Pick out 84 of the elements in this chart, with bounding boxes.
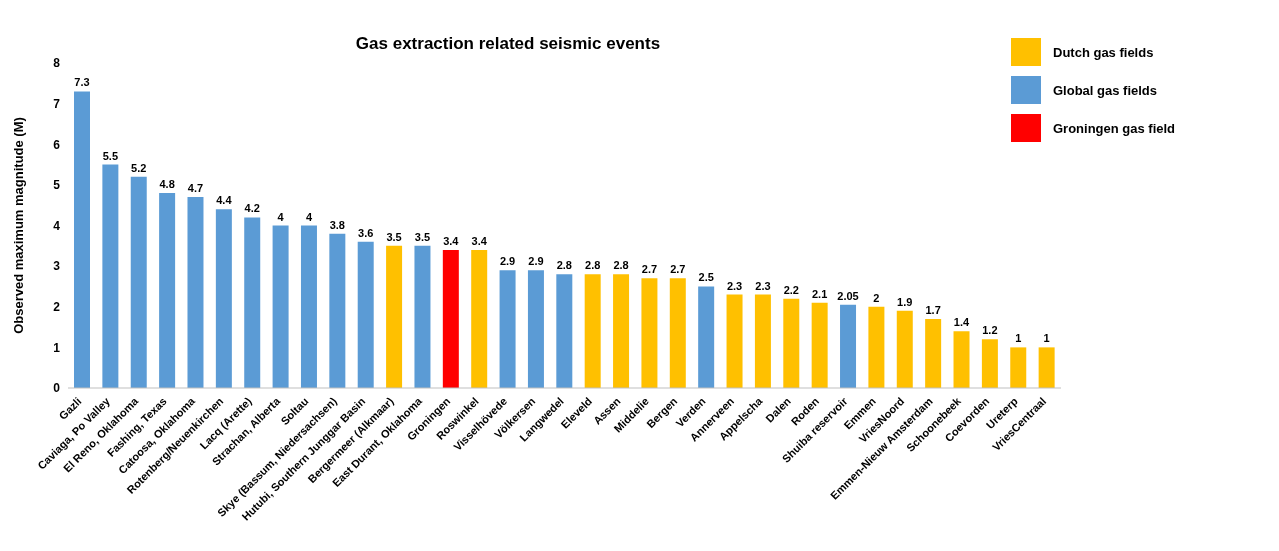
data-label: 2.05 [837,289,859,302]
data-label: 3.4 [471,234,488,247]
data-label: 4.7 [187,182,204,195]
y-tick-label: 7 [53,96,61,111]
bar [272,225,289,388]
bar [669,278,686,388]
data-label: 1.7 [925,303,941,316]
data-label: 2 [873,291,880,304]
data-label: 1.2 [982,324,998,337]
data-label: 2.7 [641,263,658,276]
bar [698,286,715,388]
bar [1038,347,1055,388]
data-label: 2.5 [698,271,714,284]
bar [754,294,771,388]
bar [499,270,516,388]
bar [130,176,147,388]
bar [386,245,403,388]
bar [981,339,998,388]
bar [244,217,261,388]
data-label: 2.9 [528,255,544,268]
data-label: 1.9 [897,295,913,308]
bar [102,164,119,388]
data-label: 2.2 [783,283,799,296]
bar [783,298,800,388]
bar [868,306,885,388]
data-label: 2.3 [755,279,771,292]
data-label: 3.5 [386,230,402,243]
bar [556,274,573,388]
legend-label: Dutch gas fields [1053,44,1154,60]
bar [584,274,601,388]
data-label: 2.8 [556,259,572,272]
data-label: 3.6 [358,226,374,239]
bar [471,249,488,388]
data-label: 4 [305,210,313,223]
data-label: 2.8 [585,259,601,272]
y-axis-title: Observed maximum magnitude (M) [10,117,26,334]
data-label: 2.7 [670,263,686,276]
bar [357,241,374,388]
bar [641,278,658,388]
data-label: 2.9 [499,255,516,268]
data-label: 1.4 [953,316,971,329]
bar [329,233,346,388]
data-label: 2.1 [812,287,828,300]
y-tick-label: 2 [53,300,61,315]
y-tick-label: 8 [53,56,61,71]
y-tick-label: 5 [53,178,61,193]
bar [613,274,630,388]
bar [1010,347,1027,388]
bar [726,294,743,388]
data-label: 5.2 [131,161,147,174]
bar [300,225,317,388]
bar [811,302,828,388]
legend-label: Groningen gas field [1053,120,1176,136]
data-label: 2.8 [613,259,629,272]
bar [442,249,459,388]
y-tick-label: 6 [53,137,61,152]
chart-title: Gas extraction related seismic events [354,34,662,54]
data-label: 4.2 [244,202,260,215]
bar [840,304,857,388]
data-label: 1 [1043,332,1050,345]
bar [215,209,232,388]
y-tick-label: 3 [53,259,61,274]
bar [953,331,970,388]
bar [74,91,90,388]
y-tick-label: 0 [53,381,61,396]
bar [527,270,544,388]
bar [187,197,204,388]
bar [414,245,431,388]
legend-label: Global gas fields [1053,82,1158,98]
data-label: 5.5 [102,149,119,162]
data-label: 2.3 [726,279,743,292]
data-label: 3.8 [329,218,345,231]
data-label: 7.3 [74,76,90,89]
bar [925,318,942,388]
data-label: 1 [1015,332,1022,345]
data-label: 3.4 [443,234,460,247]
data-label: 4.8 [159,178,175,190]
data-label: 4.4 [216,194,233,207]
bar [896,310,913,388]
y-tick-label: 4 [53,218,61,233]
y-tick-label: 1 [53,340,61,355]
data-label: 3.5 [414,230,431,243]
bar [159,193,176,388]
data-label: 4 [277,210,285,223]
